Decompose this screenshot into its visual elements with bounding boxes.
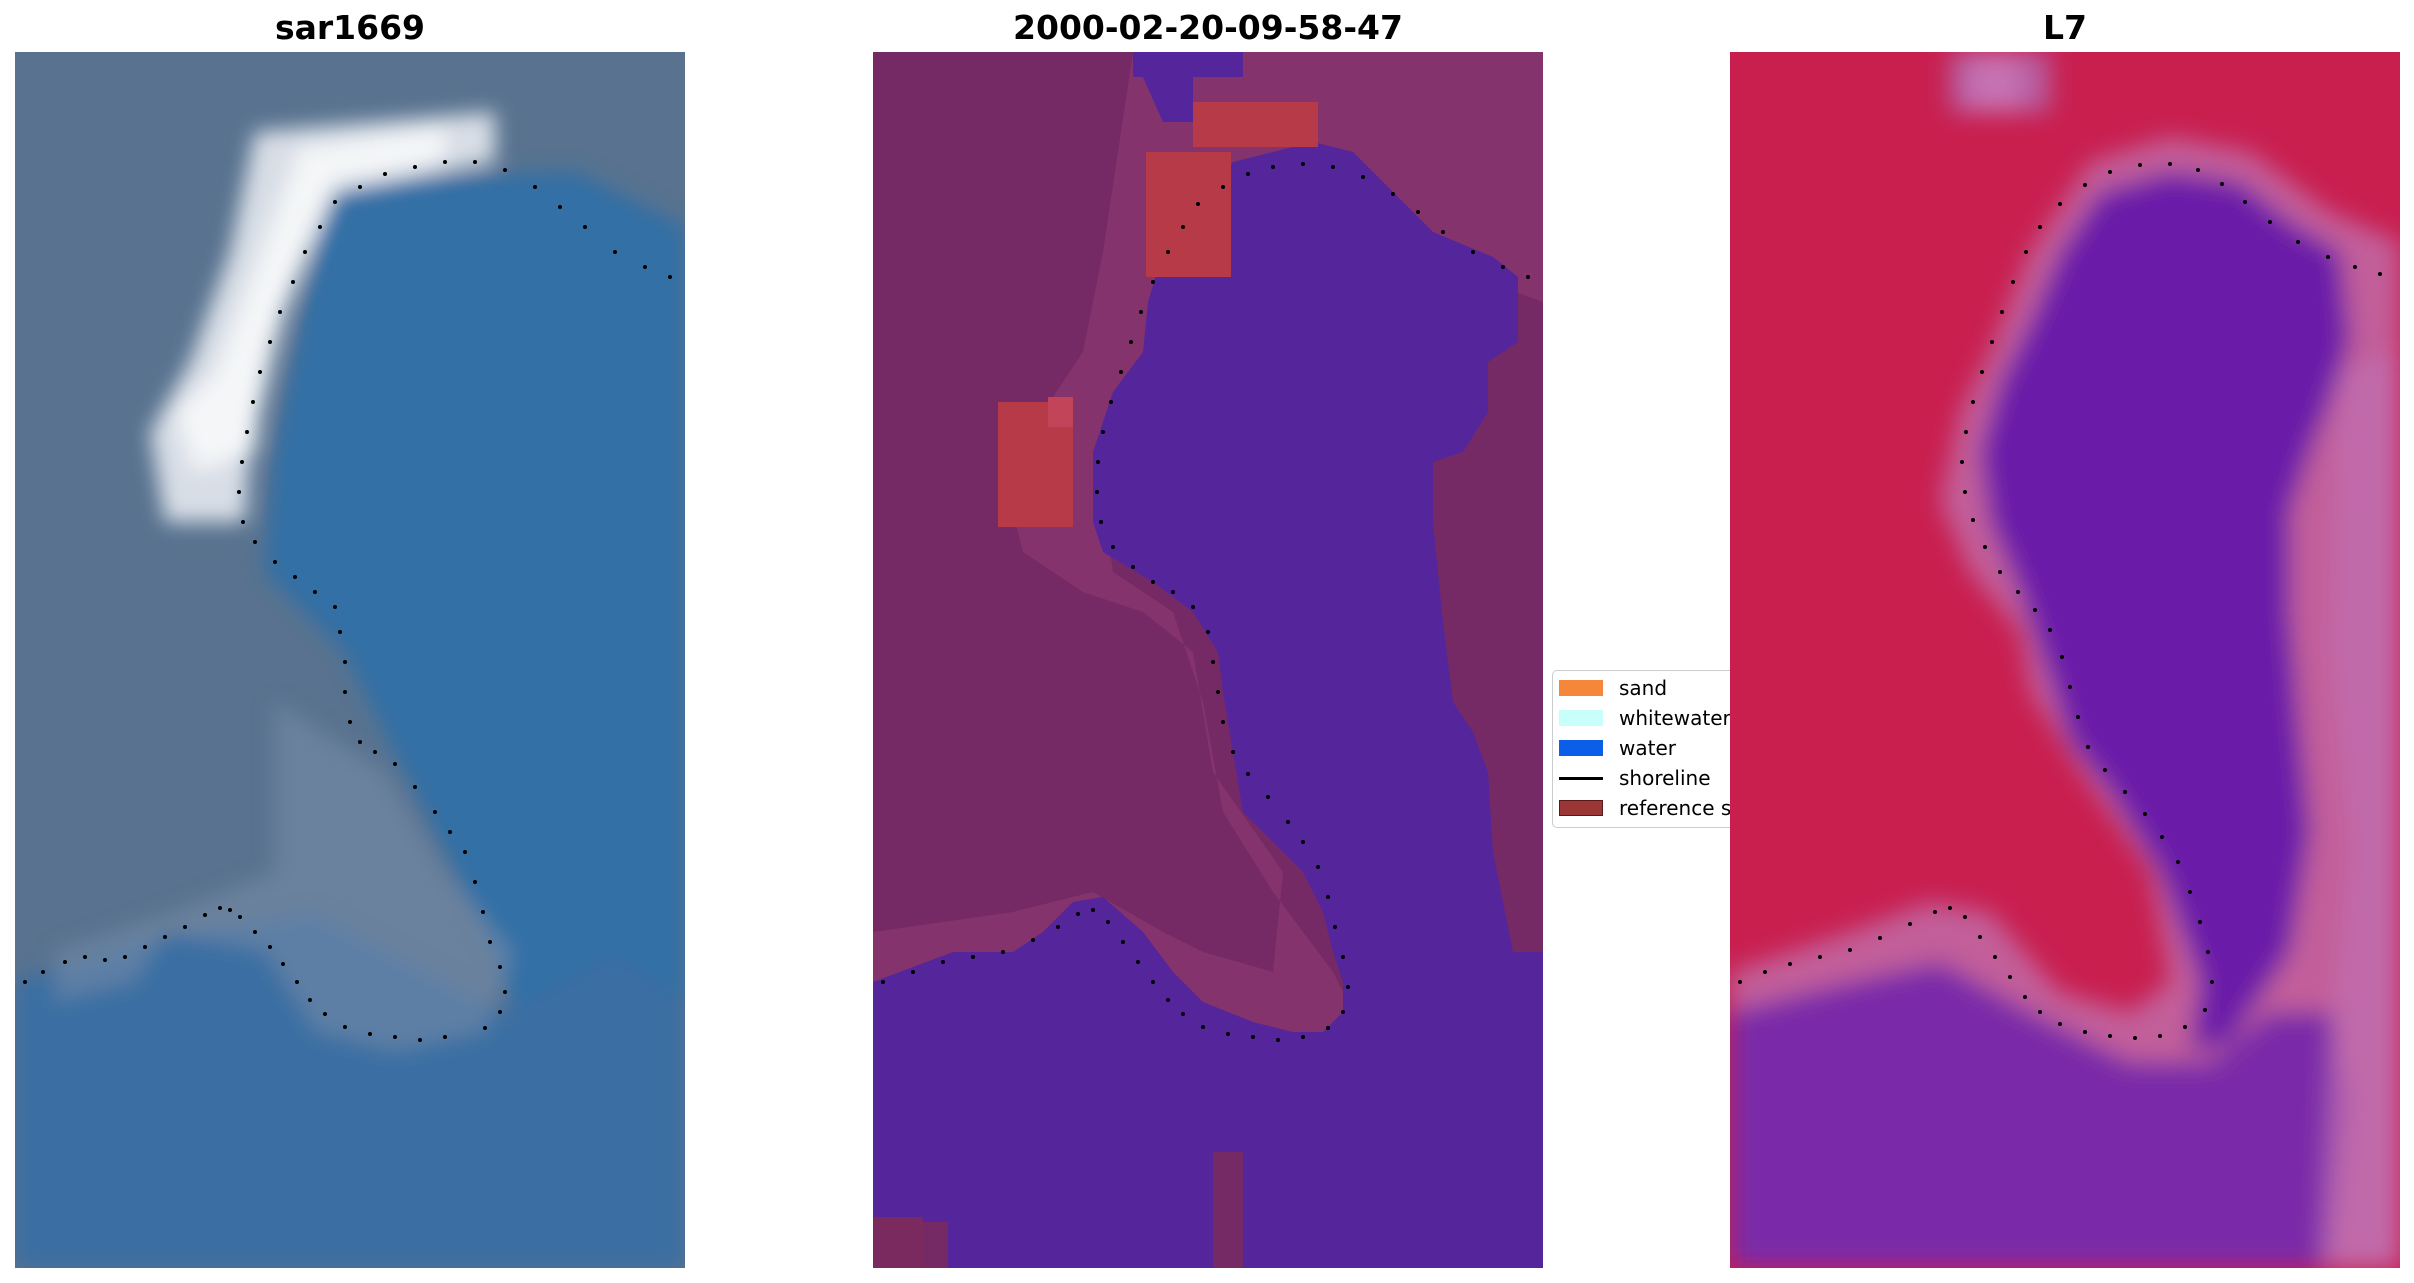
shoreline-classified: [881, 162, 1530, 1042]
legend-label-whitewater: whitewater: [1619, 706, 1731, 730]
water-body-upper: [265, 172, 685, 1268]
legend-item-shoreline: shoreline: [1559, 765, 1711, 791]
legend-label-water: water: [1619, 736, 1676, 760]
water-index-main: [1980, 172, 2350, 1052]
light-patch-right: [2320, 352, 2400, 1268]
light-patch-top: [1970, 52, 2020, 112]
whitewater-core: [175, 127, 445, 472]
panel-index: [1730, 52, 2400, 1268]
legend-label-shoreline: shoreline: [1619, 766, 1711, 790]
index-image: [1730, 52, 2400, 1268]
shoreline-swatch: [1559, 776, 1603, 780]
water-class-main: [873, 142, 1543, 1268]
water-index-lower: [1730, 962, 2350, 1268]
dark-corner-bottom: [873, 1217, 923, 1268]
sand-swatch: [1559, 680, 1603, 696]
shoreline-index: [1738, 162, 2382, 1040]
reference-swatch: [1559, 800, 1603, 816]
water-body-lower: [15, 912, 685, 1268]
whitewater-swatch: [1559, 710, 1603, 726]
legend-item-reference: reference shoreline: [1559, 795, 1751, 821]
water-class-upper: [1133, 52, 1243, 122]
legend: sand whitewater water shoreline referenc…: [1552, 670, 1752, 828]
water-swatch: [1559, 740, 1603, 756]
legend-item-sand: sand: [1559, 675, 1667, 701]
rgb-image: [15, 52, 685, 1268]
classified-image: [873, 52, 1543, 1268]
panel-title-index: L7: [2043, 8, 2087, 47]
legend-item-whitewater: whitewater: [1559, 705, 1731, 731]
panel-rgb: [15, 52, 685, 1268]
legend-item-water: water: [1559, 735, 1676, 761]
legend-label-sand: sand: [1619, 676, 1668, 700]
lighter-sand-strip: [55, 702, 515, 1052]
legend-label-reference: reference shoreline: [1619, 796, 1751, 820]
sand-class-left-upper: [1048, 397, 1073, 427]
panel-title-rgb: sar1669: [274, 8, 426, 47]
sand-class-top-left: [1146, 152, 1231, 277]
panel-title-classified: 2000-02-20-09-58-47: [1013, 8, 1403, 47]
panel-classified: [873, 52, 1543, 1268]
sand-class-top: [1193, 102, 1318, 147]
shoreline: [23, 160, 672, 1042]
